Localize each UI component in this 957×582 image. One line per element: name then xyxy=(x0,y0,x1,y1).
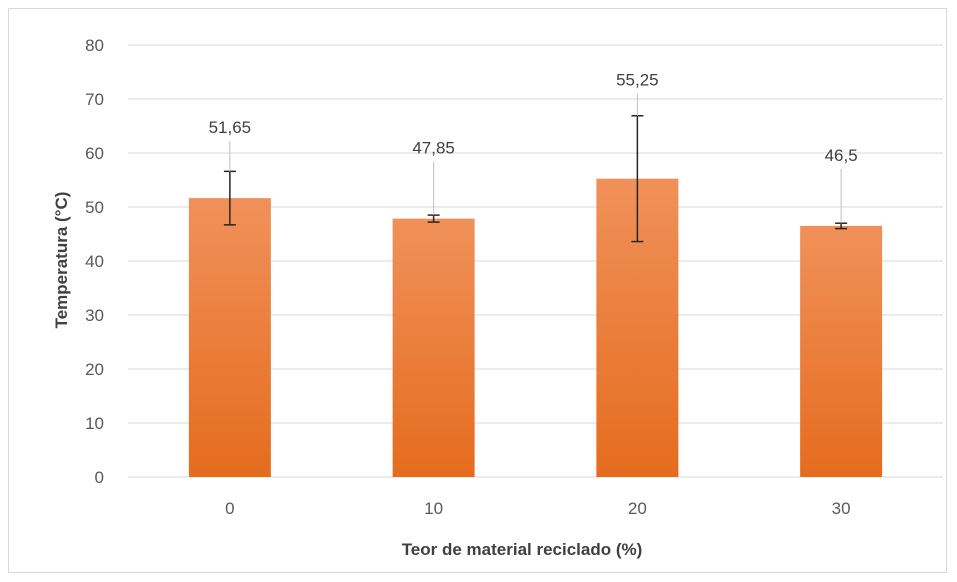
x-axis-title: Teor de material reciclado (%) xyxy=(402,540,643,559)
x-tick-label-10: 10 xyxy=(424,499,443,518)
y-tick-label: 60 xyxy=(85,144,104,163)
data-label-10: 47,85 xyxy=(412,139,455,158)
error-bars xyxy=(223,114,848,243)
x-tick-label-0: 0 xyxy=(225,499,234,518)
x-axis-ticks: 0 10 20 30 xyxy=(225,499,850,518)
y-axis-ticks: 0 10 20 30 40 50 60 70 80 xyxy=(85,36,104,487)
y-tick-label: 10 xyxy=(85,414,104,433)
data-label-0: 51,65 xyxy=(209,118,252,137)
y-tick-label: 0 xyxy=(95,468,104,487)
y-tick-label: 70 xyxy=(85,90,104,109)
y-tick-label: 50 xyxy=(85,198,104,217)
chart-area xyxy=(8,8,947,573)
bars xyxy=(188,178,883,478)
bar-30 xyxy=(800,225,883,477)
y-tick-label: 80 xyxy=(85,36,104,55)
x-tick-label-20: 20 xyxy=(628,499,647,518)
bar-10 xyxy=(392,218,475,478)
data-labels: 51,65 47,85 55,25 46,5 xyxy=(209,71,858,224)
y-tick-label: 30 xyxy=(85,306,104,325)
data-label-30: 46,5 xyxy=(825,146,858,165)
y-tick-label: 40 xyxy=(85,252,104,271)
y-tick-label: 20 xyxy=(85,360,104,379)
y-axis-title: Temperatura (°C) xyxy=(52,192,71,329)
x-tick-label-30: 30 xyxy=(832,499,851,518)
data-label-20: 55,25 xyxy=(616,71,659,90)
bar-0 xyxy=(188,198,271,477)
